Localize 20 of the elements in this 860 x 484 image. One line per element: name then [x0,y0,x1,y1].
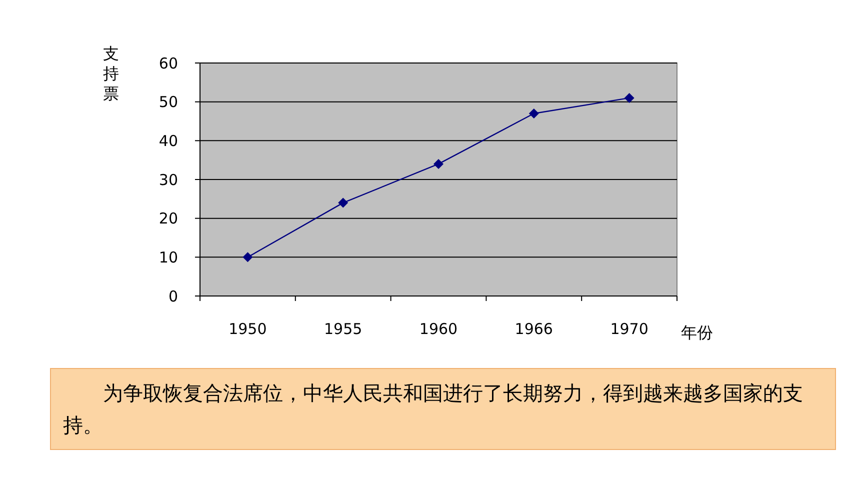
point [338,198,348,208]
point [624,92,634,103]
point [434,158,444,169]
point [242,252,253,262]
y-axis-title: 支持票 [103,44,119,103]
x-tick-label: 1960 [419,320,458,338]
y-tick-label: 40 [158,132,178,150]
x-tick-label: 1970 [610,320,648,338]
y-tick-label: 0 [168,287,178,306]
x-axis-title: 年份 [681,323,713,342]
x-tick-label: 1950 [228,320,267,338]
y-tick-label: 50 [158,93,178,112]
x-tick-label: 1966 [514,320,553,338]
x-tick-label: 1955 [324,320,362,338]
text: 为争取恢复合法席位，中华人民共和国进行了长期努力，得到越来越多国家的支持。 [50,368,836,450]
point [528,108,539,118]
y-tick-label: 60 [158,54,178,72]
y-tick-label: 20 [158,210,178,228]
y-tick-label: 30 [158,170,178,189]
y-tick-label: 10 [158,248,178,266]
